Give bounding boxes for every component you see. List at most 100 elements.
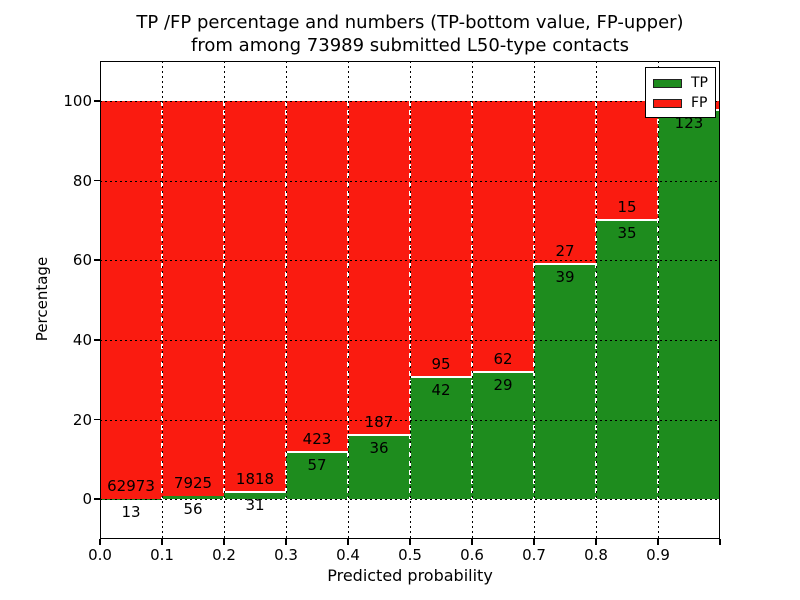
- legend-item: FP: [653, 93, 710, 113]
- tp-count-label: 35: [617, 224, 637, 243]
- legend-label: FP: [691, 95, 708, 111]
- y-tick-label: 40: [72, 330, 92, 349]
- bar-edge: [410, 376, 472, 379]
- y-tick-mark: [94, 100, 100, 102]
- tp-bar-segment: [534, 263, 596, 500]
- x-tick-mark: [99, 539, 101, 545]
- x-tick-label: 0.9: [646, 546, 670, 564]
- y-tick-mark: [94, 498, 100, 500]
- bar-edge: [224, 491, 286, 494]
- fp-bar-segment: [472, 100, 534, 373]
- y-tick-label: 100: [63, 91, 92, 110]
- tp-bar-segment: [596, 220, 658, 500]
- y-tick-label: 60: [72, 251, 92, 270]
- x-tick-label: 0.2: [212, 546, 236, 564]
- x-tick-mark: [533, 539, 535, 545]
- fp-bar-segment: [224, 100, 286, 493]
- chart-title-line1: TP /FP percentage and numbers (TP-bottom…: [136, 12, 684, 33]
- x-tick-label: 0.3: [274, 546, 298, 564]
- y-tick-label: 0: [82, 490, 92, 509]
- x-tick-mark: [161, 539, 163, 545]
- tp-bar-segment: [348, 434, 410, 500]
- chart-title-line2: from among 73989 submitted L50-type cont…: [191, 35, 629, 56]
- legend: TP FP: [645, 67, 716, 118]
- tp-count-label: 36: [369, 438, 389, 457]
- fp-bar-segment: [100, 100, 162, 500]
- x-tick-mark: [471, 539, 473, 545]
- tp-swatch: [653, 78, 682, 88]
- tp-count-label: 13: [121, 503, 141, 522]
- gridline-vertical: [472, 61, 473, 539]
- tp-bar-segment: [658, 110, 720, 500]
- fp-count-label: 1818: [235, 470, 275, 489]
- fp-count-label: 27: [555, 241, 575, 260]
- gridline-vertical: [534, 61, 535, 539]
- x-tick-label: 0.5: [398, 546, 422, 564]
- tp-bar-segment: [410, 377, 472, 500]
- tp-count-label: 123: [674, 114, 704, 133]
- plot-frame: [100, 61, 720, 539]
- fp-bar-segment: [286, 100, 348, 452]
- tp-count-label: 39: [555, 267, 575, 286]
- y-tick-label: 80: [72, 171, 92, 190]
- x-tick-mark: [595, 539, 597, 545]
- tp-count-label: 31: [245, 496, 265, 515]
- fp-count-label: 95: [431, 355, 451, 374]
- y-tick-label: 20: [72, 410, 92, 429]
- x-tick-label: 0.7: [522, 546, 546, 564]
- x-tick-mark: [719, 539, 721, 545]
- gridline-vertical: [596, 61, 597, 539]
- gridline-vertical: [224, 61, 225, 539]
- fp-count-label: 7925: [173, 474, 213, 493]
- fp-count-label: 62: [493, 350, 513, 369]
- x-tick-label: 0.6: [460, 546, 484, 564]
- fp-count-label: 62973: [107, 477, 155, 496]
- x-tick-label: 0.1: [150, 546, 174, 564]
- tp-count-label: 57: [307, 455, 327, 474]
- y-tick-mark: [94, 259, 100, 261]
- gridline-vertical: [162, 61, 163, 539]
- x-tick-mark: [347, 539, 349, 545]
- bar-edge: [286, 450, 348, 453]
- x-tick-label: 0.8: [584, 546, 608, 564]
- bar-edge: [348, 433, 410, 436]
- fp-swatch: [653, 98, 682, 108]
- bar-edge: [534, 262, 596, 265]
- tp-count-label: 29: [493, 376, 513, 395]
- tp-count-label: 42: [431, 381, 451, 400]
- x-tick-label: 0.0: [88, 546, 112, 564]
- x-tick-mark: [409, 539, 411, 545]
- x-tick-mark: [223, 539, 225, 545]
- bar-edge: [472, 371, 534, 374]
- bar-edge: [596, 219, 658, 222]
- legend-label: TP: [691, 75, 708, 91]
- tp-bar-segment: [472, 372, 534, 500]
- x-tick-mark: [657, 539, 659, 545]
- tp-count-label: 56: [183, 500, 203, 519]
- x-tick-mark: [285, 539, 287, 545]
- y-tick-mark: [94, 179, 100, 182]
- gridline-vertical: [348, 61, 349, 539]
- gridline-vertical: [410, 61, 411, 539]
- y-axis-label: Percentage: [33, 256, 51, 342]
- y-tick-mark: [94, 418, 100, 421]
- x-axis-label: Predicted probability: [327, 566, 493, 585]
- tp-bar-segment: [162, 496, 224, 500]
- fp-count-label: 187: [364, 412, 394, 431]
- gridline-vertical: [286, 61, 287, 539]
- gridline-vertical: [658, 61, 659, 539]
- plot-area: 62973 13 7925 56 1818 31 423 57 187 36 95 42 62 29 27 3…: [94, 61, 721, 545]
- fp-count-label: 423: [302, 429, 332, 448]
- fp-bar-segment: [162, 100, 224, 497]
- chart-title: TP /FP percentage and numbers (TP-bottom…: [90, 11, 730, 57]
- fp-bar-segment: [410, 100, 472, 378]
- y-tick-mark: [94, 339, 100, 341]
- fp-count-label: 15: [617, 198, 637, 217]
- legend-item: TP: [653, 73, 710, 93]
- tp-bar-segment: [286, 451, 348, 500]
- tp-bar-segment: [224, 492, 286, 500]
- fp-bar-segment: [596, 100, 658, 221]
- fp-bar-segment: [534, 100, 596, 264]
- fp-bar-segment: [348, 100, 410, 435]
